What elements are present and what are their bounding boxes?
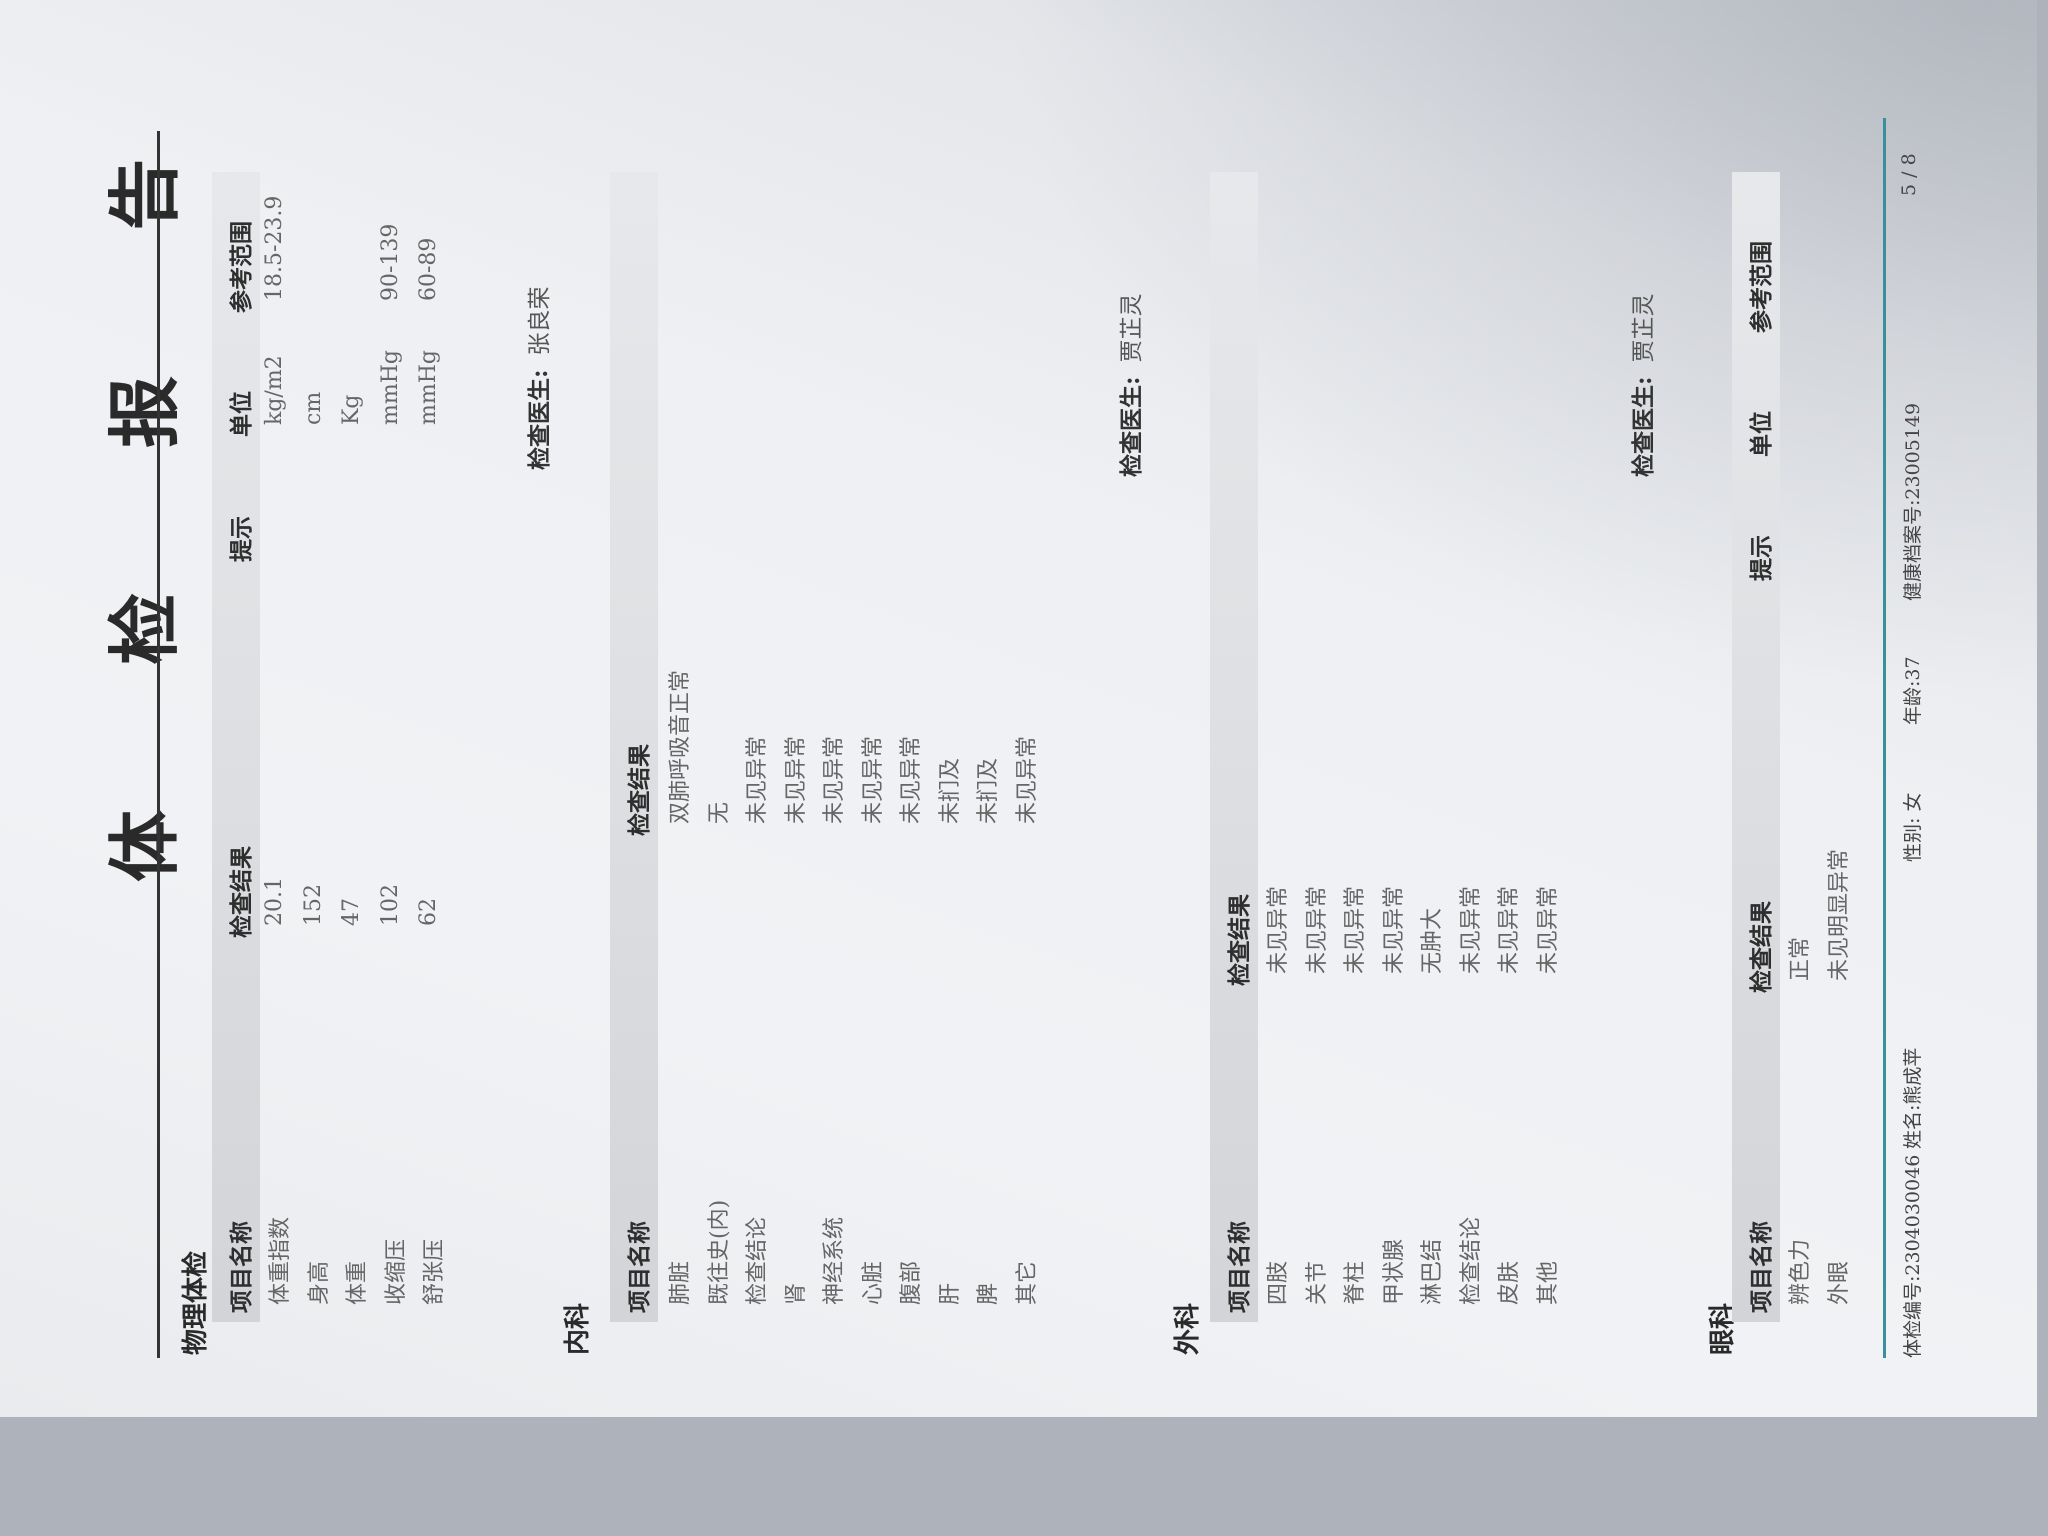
item-name-cell: 关节 — [1304, 1260, 1330, 1305]
table-cell: 无肿大 — [1420, 907, 1445, 974]
column-header: 提示 — [1748, 535, 1775, 581]
item-name-cell: 辨色力 — [1788, 1238, 1813, 1305]
item-name-cell: 收缩压 — [383, 1238, 409, 1305]
column-header: 单位 — [228, 391, 255, 437]
item-name-cell: 脊柱 — [1343, 1260, 1368, 1305]
item-name-cell: 腹部 — [899, 1260, 924, 1305]
footer-exam-no: 体检编号:2304030046 — [1902, 1154, 1924, 1358]
table-cell: 152 — [300, 884, 326, 926]
footer-record-no: 健康档案号:23005149 — [1902, 402, 1924, 601]
column-header: 检查结果 — [1226, 894, 1253, 986]
column-header: 检查结果 — [228, 846, 255, 938]
table-cell: 未见异常 — [1266, 885, 1291, 974]
paper-background — [0, 0, 2037, 1417]
table-cell: 未见异常 — [1535, 885, 1561, 974]
item-name-cell: 身高 — [306, 1260, 332, 1305]
paper-shadow — [1000, 0, 2037, 700]
table-cell: 未见异常 — [745, 735, 770, 824]
table-cell: 未见异常 — [1014, 735, 1040, 824]
table-cell: 双肺呼吸音正常 — [668, 669, 693, 824]
table-cell: 未见异常 — [899, 735, 924, 824]
table-cell: 未见异常 — [1343, 885, 1368, 974]
item-name-cell: 四肢 — [1266, 1260, 1291, 1305]
item-name-cell: 肝 — [937, 1282, 963, 1305]
doctor-name: 贾芷灵 — [1119, 293, 1145, 363]
doctor-signature: 检查医生: 张良荣 — [520, 287, 554, 471]
table-cell: 未见异常 — [1458, 885, 1484, 974]
table-cell: 未见异常 — [1497, 885, 1522, 974]
doctor-label: 检查医生: — [526, 369, 553, 471]
section-title: 物理体检 — [181, 1250, 211, 1355]
table-header-bar — [1210, 172, 1258, 1322]
item-name-cell: 肾 — [783, 1282, 809, 1305]
column-header: 项目名称 — [626, 1221, 653, 1313]
item-name-cell: 外眼 — [1826, 1260, 1852, 1305]
column-header: 项目名称 — [228, 1221, 255, 1313]
title-rule — [157, 131, 160, 1358]
table-cell: 未见异常 — [1304, 885, 1330, 974]
table-cell: 未见异常 — [783, 735, 809, 824]
table-header-bar — [212, 172, 260, 1322]
report-page: 体 检 报 告 体检编号:2304030046 姓名:熊成苹 性别: 女 年龄:… — [102, 98, 1924, 1358]
column-header: 单位 — [1748, 411, 1775, 457]
item-name-cell: 检查结论 — [745, 1216, 770, 1305]
item-name-cell: 神经系统 — [822, 1216, 847, 1305]
item-name-cell: 淋巴结 — [1420, 1238, 1445, 1305]
item-name-cell: 舒张压 — [422, 1238, 447, 1305]
table-cell: Kg — [339, 394, 364, 425]
footer-gender: 性别: 女 — [1902, 792, 1924, 862]
table-cell: 60-89 — [416, 237, 441, 301]
table-cell: 102 — [377, 884, 403, 926]
table-cell: 正常 — [1788, 936, 1813, 981]
item-name-cell: 脾 — [976, 1282, 1001, 1305]
item-name-cell: 体重指数 — [268, 1216, 293, 1305]
column-header: 提示 — [228, 516, 255, 562]
table-cell: cm — [300, 391, 326, 425]
table-cell: 未扪及 — [937, 757, 963, 824]
footer-name: 姓名:熊成苹 — [1902, 1047, 1924, 1149]
column-header: 项目名称 — [1748, 1221, 1775, 1313]
table-cell: 90-139 — [377, 223, 403, 301]
footer-page-number: 5 / 8 — [1898, 153, 1920, 196]
footer-age: 年龄:37 — [1902, 656, 1924, 725]
doctor-name: 贾芷灵 — [1631, 293, 1657, 363]
table-cell: 未见异常 — [860, 735, 886, 824]
doctor-signature: 检查医生: 贾芷灵 — [1112, 294, 1146, 478]
section-title: 内科 — [563, 1302, 593, 1355]
item-name-cell: 肺脏 — [668, 1260, 693, 1305]
table-cell: 62 — [416, 898, 441, 926]
table-cell: 未见异常 — [822, 735, 847, 824]
table-cell: 未扪及 — [976, 757, 1001, 824]
table-cell: 未见明显异常 — [1826, 848, 1852, 981]
column-header: 检查结果 — [1748, 901, 1775, 993]
item-name-cell: 甲状腺 — [1381, 1238, 1407, 1305]
column-header: 检查结果 — [626, 744, 653, 836]
table-cell: 无 — [706, 801, 732, 824]
doctor-name: 张良荣 — [527, 286, 553, 356]
table-cell: mmHg — [377, 350, 403, 425]
table-cell: kg/m2 — [262, 355, 287, 425]
report-title: 体 检 报 告 — [102, 98, 187, 882]
table-header-bar — [1732, 172, 1780, 1322]
item-name-cell: 既往史(内) — [706, 1199, 732, 1305]
table-cell: 20.1 — [262, 877, 287, 926]
column-header: 参考范围 — [1748, 241, 1775, 333]
column-header: 参考范围 — [228, 221, 255, 313]
doctor-label: 检查医生: — [1118, 376, 1145, 478]
table-cell: 18.5-23.9 — [262, 195, 287, 301]
section-title: 外科 — [1173, 1302, 1203, 1355]
item-name-cell: 皮肤 — [1497, 1260, 1522, 1305]
doctor-signature: 检查医生: 贾芷灵 — [1624, 294, 1658, 478]
item-name-cell: 其他 — [1535, 1260, 1561, 1305]
footer-rule — [1883, 118, 1886, 1358]
item-name-cell: 检查结论 — [1458, 1216, 1484, 1305]
table-cell: mmHg — [416, 350, 441, 425]
item-name-cell: 其它 — [1014, 1260, 1040, 1305]
doctor-label: 检查医生: — [1630, 376, 1657, 478]
item-name-cell: 体重 — [345, 1260, 370, 1305]
item-name-cell: 心脏 — [860, 1260, 886, 1305]
column-header: 项目名称 — [1226, 1221, 1253, 1313]
table-cell: 47 — [339, 898, 364, 926]
table-cell: 未见异常 — [1381, 885, 1407, 974]
